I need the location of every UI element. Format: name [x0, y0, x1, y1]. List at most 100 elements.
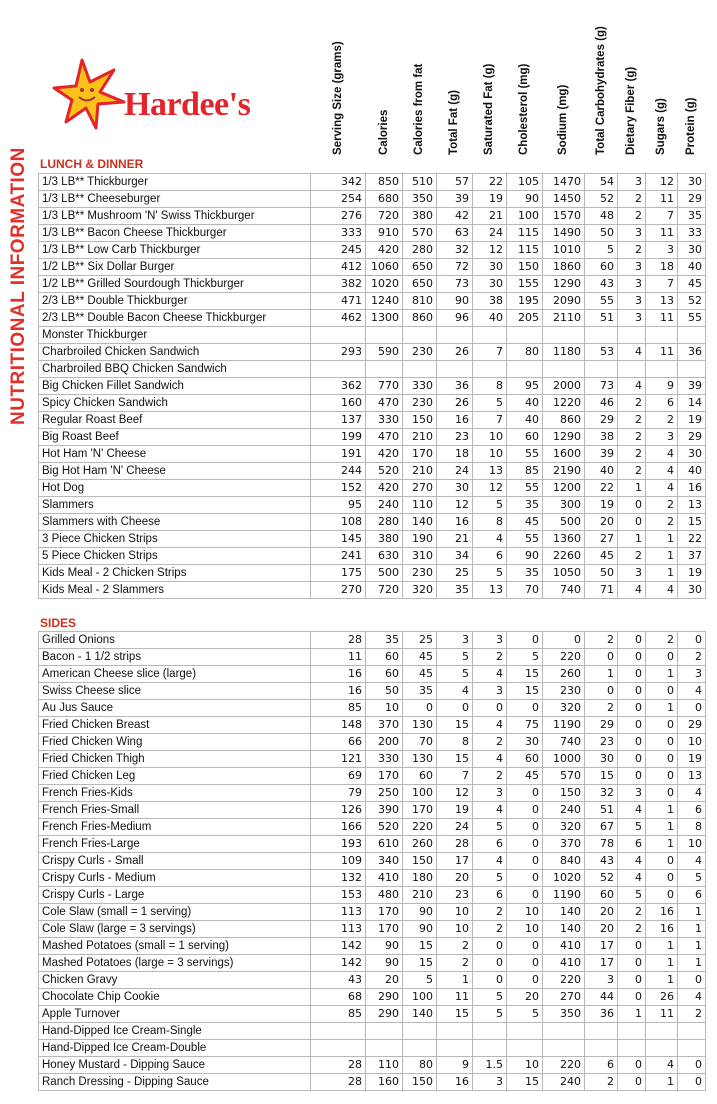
nutrient-value: 0 — [542, 631, 585, 649]
nutrient-value: 0 — [645, 750, 678, 768]
nutrient-value: 6 — [617, 835, 646, 853]
nutrient-value: 720 — [365, 207, 403, 225]
nutrient-value: 276 — [310, 207, 366, 225]
nutrient-value: 140 — [542, 920, 585, 938]
nutrient-value: 90 — [506, 190, 543, 208]
nutrient-value: 1 — [645, 937, 678, 955]
nutrient-value: 40 — [677, 258, 706, 276]
nutrient-value: 4 — [617, 377, 646, 395]
nutrient-value: 0 — [645, 784, 678, 802]
nutrient-value: 63 — [436, 224, 473, 242]
nutrient-value: 220 — [542, 1056, 585, 1074]
nutrient-value: 1190 — [542, 886, 585, 904]
nutrient-value: 13 — [645, 292, 678, 310]
nutrient-value: 80 — [506, 343, 543, 361]
nutrient-value: 36 — [584, 1005, 618, 1023]
nutrient-value — [436, 1039, 473, 1057]
nutrient-value: 190 — [402, 530, 437, 548]
nutrient-value: 55 — [506, 479, 543, 497]
nutrient-value: 28 — [310, 1073, 366, 1091]
nutrient-value: 19 — [472, 190, 507, 208]
nutrient-value: 191 — [310, 445, 366, 463]
table-row: Hand-Dipped Ice Cream-Double — [38, 1039, 706, 1057]
nutrient-value — [645, 326, 678, 344]
nutrient-value: 7 — [645, 275, 678, 293]
nutrient-value — [542, 360, 585, 378]
item-name: Slammers — [38, 496, 311, 514]
nutrient-value: 0 — [506, 937, 543, 955]
nutrient-value: 1 — [645, 954, 678, 972]
nutrient-value: 1290 — [542, 428, 585, 446]
nutrient-value: 3 — [677, 665, 706, 683]
nutrient-value: 6 — [677, 886, 706, 904]
nutrient-value: 15 — [506, 1073, 543, 1091]
nutrient-value: 1290 — [542, 275, 585, 293]
nutrient-value — [402, 1022, 437, 1040]
nutrient-value: 1570 — [542, 207, 585, 225]
nutrient-value — [365, 1022, 403, 1040]
nutrient-value: 70 — [402, 733, 437, 751]
column-header-label: Calories — [377, 109, 390, 155]
nutrient-value: 1 — [584, 665, 618, 683]
nutrient-value: 1 — [677, 954, 706, 972]
nutrient-value: 770 — [365, 377, 403, 395]
nutrient-value: 240 — [365, 496, 403, 514]
nutrition-table: Grilled Onions 28 35 25 3 3 0 0 2 0 2 0 Bacon - 1 1/… — [38, 631, 706, 1091]
nutrient-value: 320 — [542, 818, 585, 836]
nutrient-value — [645, 360, 678, 378]
nutrient-value: 55 — [677, 309, 706, 327]
nutrient-value: 0 — [506, 954, 543, 972]
nutrient-value: 71 — [584, 581, 618, 599]
nutrient-value: 121 — [310, 750, 366, 768]
nutrient-value: 12 — [436, 784, 473, 802]
table-row: Honey Mustard - Dipping Sauce 28 110 80 9 1.5… — [38, 1056, 706, 1074]
nutrient-value — [617, 326, 646, 344]
nutrient-value: 4 — [617, 343, 646, 361]
nutrient-value: 0 — [506, 869, 543, 887]
item-name: Chocolate Chip Cookie — [38, 988, 311, 1006]
nutrient-value: 6 — [472, 547, 507, 565]
nutrient-value: 60 — [402, 767, 437, 785]
nutrient-value: 230 — [542, 682, 585, 700]
nutrient-value: 300 — [542, 496, 585, 514]
nutrient-value: 205 — [506, 309, 543, 327]
nutrient-value: 0 — [645, 682, 678, 700]
nutrient-value: 45 — [402, 665, 437, 683]
nutrient-value: 3 — [472, 682, 507, 700]
table-row: Slammers with Cheese 108 280 140 16 8 45 500 20 0… — [38, 513, 706, 531]
nutrient-value: 25 — [436, 564, 473, 582]
nutrient-value: 20 — [506, 988, 543, 1006]
nutrient-value: 471 — [310, 292, 366, 310]
nutrient-value: 3 — [472, 1073, 507, 1091]
table-row: Crispy Curls - Small 109 340 150 17 4 0 840 43 4 0… — [38, 852, 706, 870]
nutrient-value: 17 — [584, 937, 618, 955]
nutrient-value: 51 — [584, 801, 618, 819]
nutrient-value: 22 — [584, 479, 618, 497]
table-row: Bacon - 1 1/2 strips 11 60 45 5 2 5 220 0 0 0 2 — [38, 648, 706, 666]
nutrient-value: 6 — [472, 835, 507, 853]
nutrient-value: 330 — [402, 377, 437, 395]
nutrient-value: 420 — [365, 241, 403, 259]
nutrient-value: 3 — [472, 784, 507, 802]
nutrient-value: 20 — [584, 920, 618, 938]
table-row: 2/3 LB** Double Thickburger 471 1240 810 90 3… — [38, 292, 706, 310]
nutrient-value: 35 — [506, 496, 543, 514]
nutrient-value: 4 — [645, 581, 678, 599]
nutrient-value: 230 — [402, 343, 437, 361]
item-name: Hand-Dipped Ice Cream-Double — [38, 1039, 311, 1057]
nutrient-value: 0 — [677, 1056, 706, 1074]
nutrient-value: 0 — [617, 699, 646, 717]
nutrient-value — [584, 360, 618, 378]
nutrient-value: 1220 — [542, 394, 585, 412]
nutrient-value — [472, 1039, 507, 1057]
item-name: Crispy Curls - Small — [38, 852, 311, 870]
table-row: Grilled Onions 28 35 25 3 3 0 0 2 0 2 0 — [38, 631, 706, 649]
table-row: Big Roast Beef 199 470 210 23 10 60 1290 38 2 3 29 — [38, 428, 706, 446]
nutrient-value: 95 — [506, 377, 543, 395]
nutrient-value: 115 — [506, 241, 543, 259]
nutrient-value: 2 — [617, 207, 646, 225]
nutrient-value: 2090 — [542, 292, 585, 310]
nutrient-value: 18 — [436, 445, 473, 463]
nutrient-value: 45 — [677, 275, 706, 293]
nutrient-value: 55 — [584, 292, 618, 310]
